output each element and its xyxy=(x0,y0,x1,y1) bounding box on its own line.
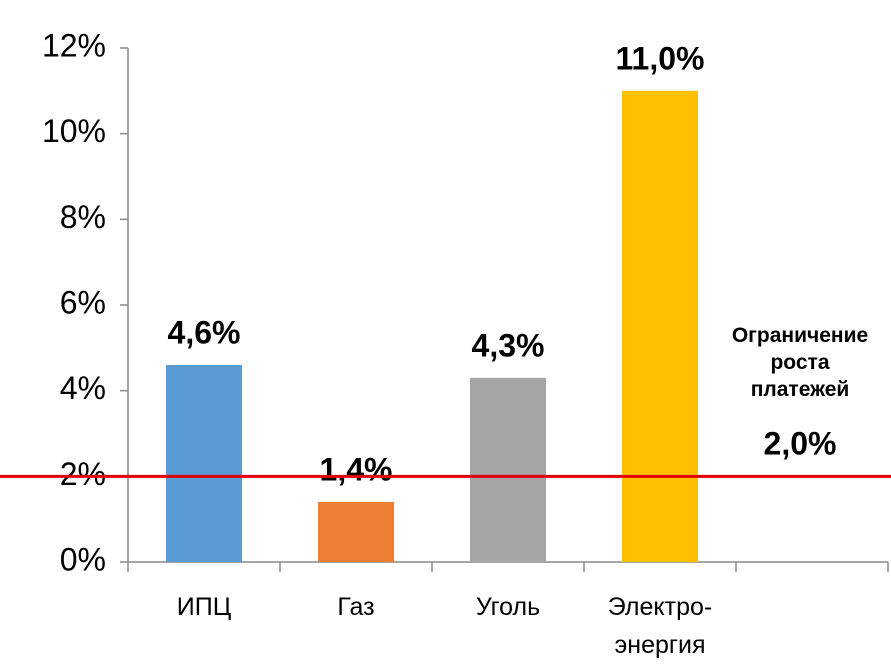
reference-label: Ограничение роста платежей xyxy=(732,324,868,401)
y-tick-label: 2% xyxy=(60,456,106,492)
x-tick-label: Электро-энергия xyxy=(608,593,712,659)
bar xyxy=(318,502,394,562)
bar xyxy=(166,364,242,562)
y-tick-label: 6% xyxy=(60,284,106,320)
value-label: 4,6% xyxy=(168,314,241,350)
y-tick-label: 4% xyxy=(60,370,106,406)
reference-value-label: 2,0% xyxy=(764,425,837,461)
x-tick-label: Уголь xyxy=(476,593,540,621)
bar xyxy=(470,377,546,562)
y-tick-label: 12% xyxy=(42,27,106,63)
value-label: 11,0% xyxy=(616,40,705,76)
y-tick-label: 8% xyxy=(60,199,106,235)
value-label: 1,4% xyxy=(320,451,393,487)
y-tick-label: 0% xyxy=(60,541,106,577)
value-label: 4,3% xyxy=(472,327,545,363)
x-tick-label: ИПЦ xyxy=(177,593,232,621)
bar xyxy=(622,90,698,562)
x-tick-label: Газ xyxy=(337,593,374,621)
y-tick-label: 10% xyxy=(42,113,106,149)
